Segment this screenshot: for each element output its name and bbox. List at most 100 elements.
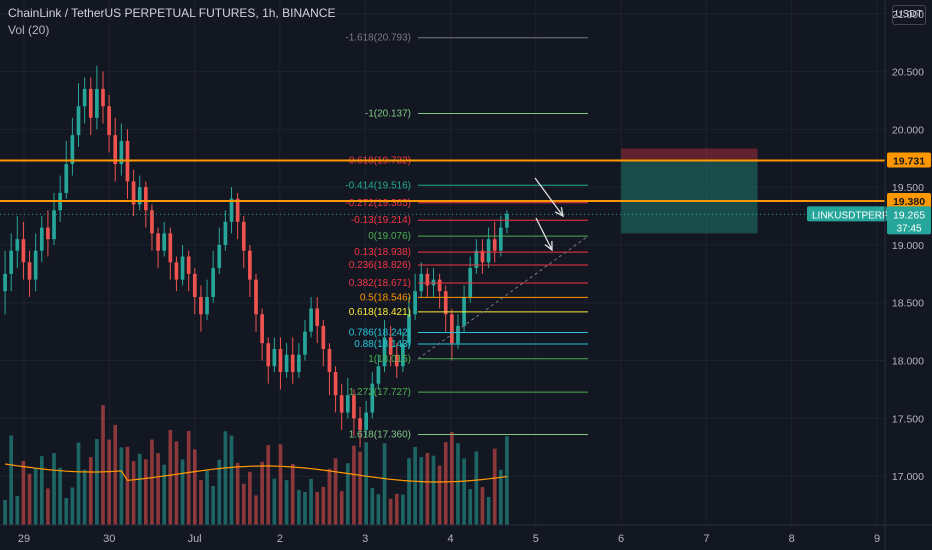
fib-level-label: 0.786(18.242) (349, 328, 411, 339)
volume-indicator-label[interactable]: Vol (20) (8, 23, 50, 37)
volume-bar (425, 452, 430, 525)
candle-body (407, 314, 411, 344)
volume-bar (46, 488, 50, 525)
candle-body (278, 348, 283, 373)
volume-bar (82, 469, 87, 525)
candle-body (3, 273, 7, 292)
volume-bar (150, 439, 154, 525)
candle-body (425, 273, 430, 286)
candle-body (150, 210, 154, 234)
volume-bar (443, 442, 448, 525)
fib-level-label: 0(19.076) (368, 231, 411, 242)
arrow-head (554, 207, 564, 218)
fib-level-label: 0.88(18.143) (354, 339, 411, 350)
volume-bar (394, 493, 399, 525)
candle-body (186, 256, 191, 274)
candle-body (27, 262, 32, 280)
fib-level-label: -1(20.137) (365, 109, 411, 120)
candle-body (137, 187, 142, 205)
volume-bar (33, 468, 38, 525)
volume-bar (186, 431, 191, 525)
candle-body (376, 366, 381, 384)
fib-level-label: 0.236(18.826) (349, 260, 411, 271)
volume-bar (217, 459, 222, 525)
price-tick-label: 17.500 (892, 413, 924, 425)
volume-bar (370, 488, 375, 525)
volume-bar (388, 498, 393, 525)
volume-bar (290, 464, 295, 525)
candle-body (143, 187, 148, 211)
volume-bar (278, 444, 283, 525)
candle-body (33, 250, 38, 280)
volume-bar (76, 442, 81, 525)
volume-bar (437, 465, 442, 525)
candle-body (211, 268, 215, 297)
time-tick-label: Jul (188, 533, 202, 545)
candle-body (303, 331, 307, 355)
candle-body (364, 412, 369, 430)
candle-body (88, 88, 93, 118)
candle-body (358, 418, 362, 430)
candle-body (315, 308, 320, 326)
time-tick-label: 9 (874, 533, 880, 545)
volume-bar (364, 442, 369, 525)
volume-bar (70, 487, 75, 525)
price-tick-label: 18.500 (892, 298, 924, 310)
volume-bar (272, 478, 277, 525)
arrow-line (534, 177, 564, 217)
candle-body (168, 233, 173, 263)
time-tick-label: 29 (18, 533, 30, 545)
volume-bar (345, 463, 350, 525)
candle-body (174, 262, 179, 280)
candle-body (205, 296, 209, 315)
volume-bar (211, 485, 215, 525)
volume-bar (223, 431, 228, 525)
fib-level-label: -1.618(20.793) (345, 33, 411, 44)
volume-bar (505, 436, 509, 525)
level-price-tag (887, 152, 931, 168)
arrow-head (544, 240, 553, 252)
candle-body (437, 279, 442, 292)
candle-body (82, 88, 87, 107)
candle-body (95, 88, 99, 118)
candle-body (131, 181, 136, 205)
candle-body (113, 135, 118, 165)
candle-body (382, 337, 387, 367)
candle-body (70, 135, 75, 165)
level-price-label: 19.380 (893, 196, 925, 208)
volume-bar (333, 458, 338, 525)
time-axis[interactable] (0, 525, 932, 550)
time-tick-label: 6 (618, 533, 624, 545)
volume-bar (180, 459, 185, 525)
volume-bar (327, 468, 332, 525)
candle-body (498, 227, 503, 251)
fib-level-label: 0.13(18.938) (354, 247, 411, 258)
last-price-label: 19.265 (893, 209, 925, 221)
volume-bar (358, 451, 362, 525)
volume-bar (39, 456, 44, 525)
price-axis[interactable] (885, 0, 932, 550)
price-tick-label: 20.500 (892, 67, 924, 79)
price-tick-label: 17.000 (892, 471, 924, 483)
candle-body (492, 239, 497, 251)
candle-countdown-label: 37:45 (896, 223, 921, 234)
candle-body (327, 348, 332, 373)
volume-bar (407, 458, 411, 525)
candle-body (388, 337, 393, 355)
fib-level-label: 0.5(18.546) (360, 292, 411, 303)
volume-bar (431, 455, 436, 525)
volume-bar (486, 496, 491, 525)
fib-level-label: 1.618(17.360) (349, 429, 411, 440)
volume-bar (260, 461, 264, 525)
volume-bar (107, 439, 111, 525)
volume-ma-line (5, 463, 507, 483)
volume-bar (162, 464, 167, 525)
fib-level-label: 1(18.015) (368, 354, 411, 365)
currency-button[interactable]: USDT (892, 5, 926, 25)
candle-body (333, 372, 338, 396)
candle-body (401, 343, 405, 367)
volume-bar (382, 443, 387, 525)
candle-body (254, 279, 258, 315)
time-tick-label: 5 (533, 533, 539, 545)
